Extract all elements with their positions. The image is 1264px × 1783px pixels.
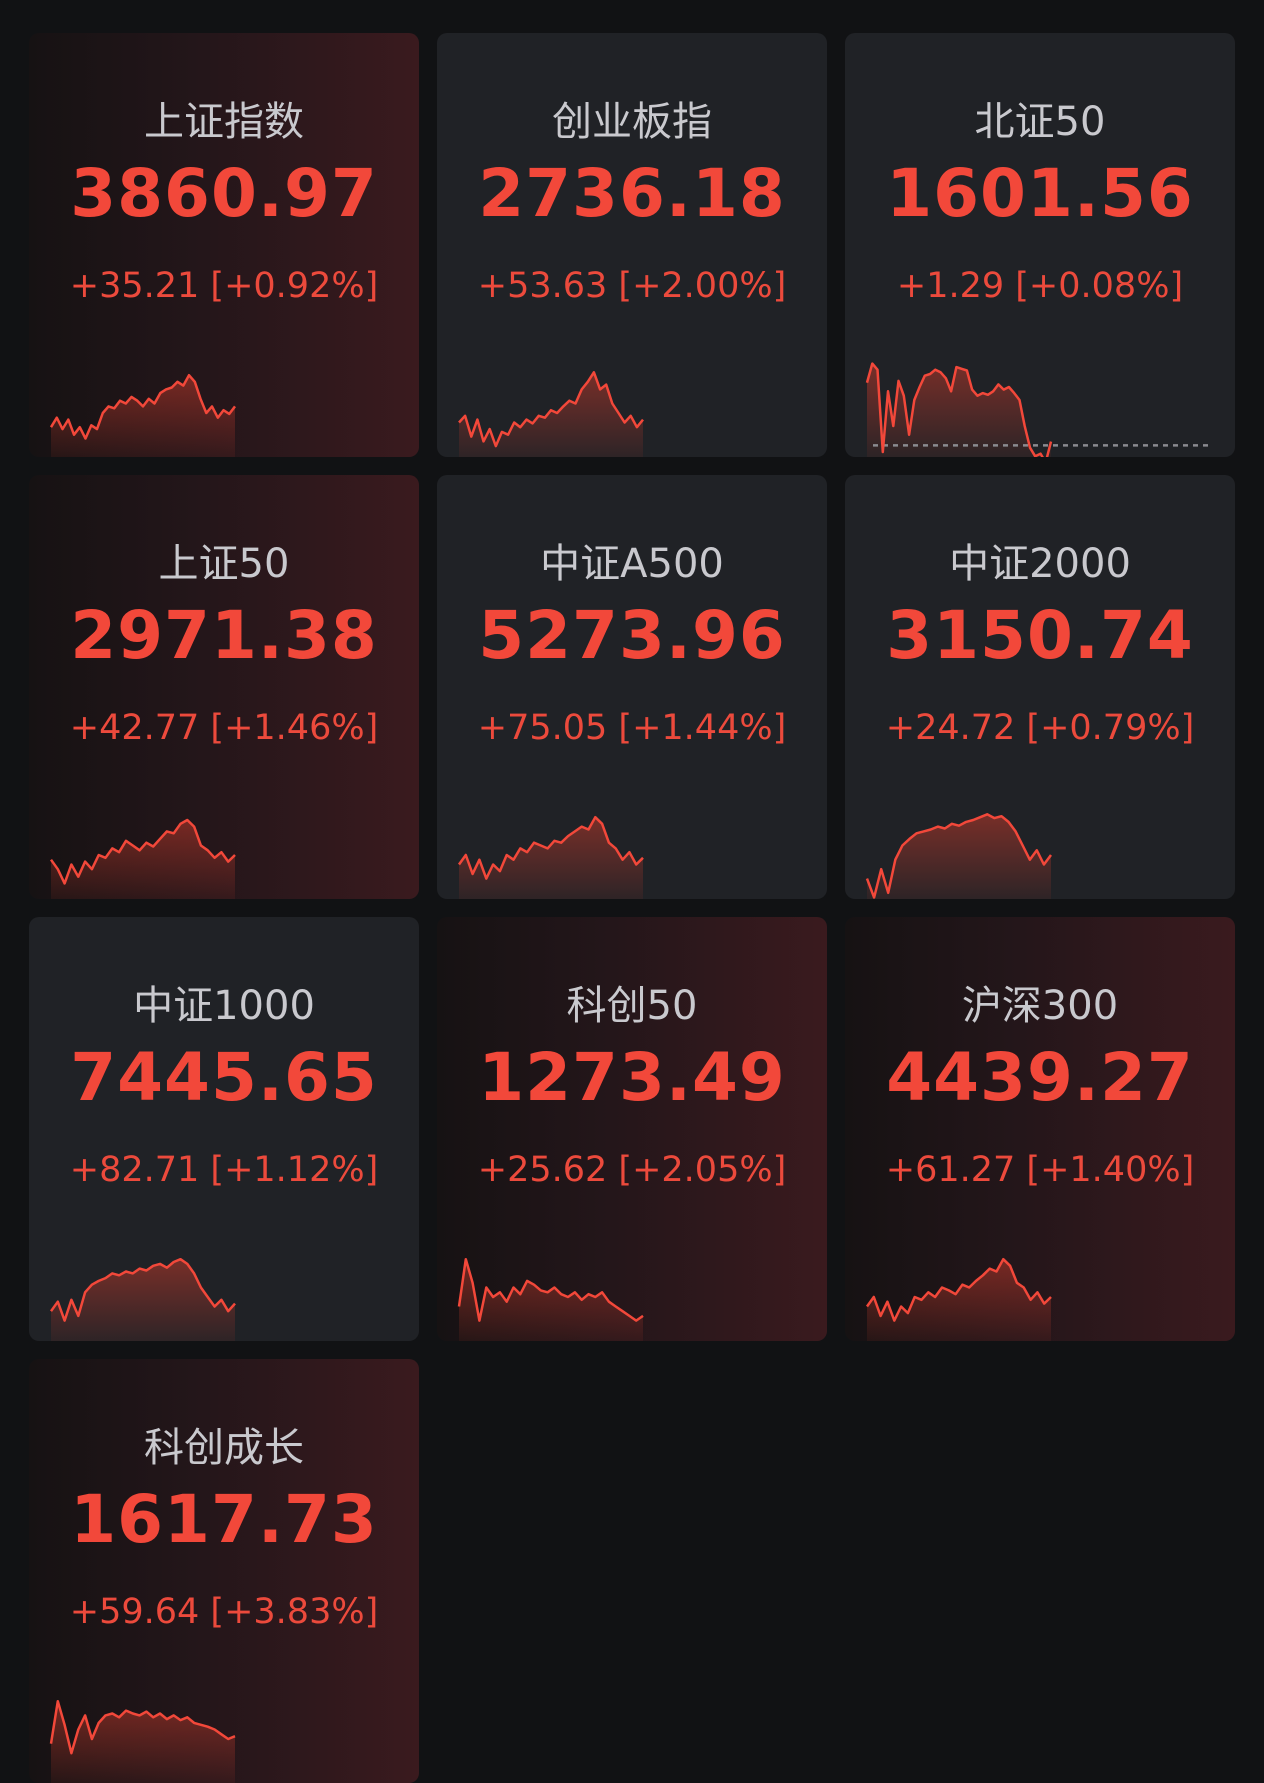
index-name: 上证指数 (144, 99, 304, 145)
index-value: 3860.97 (70, 155, 378, 232)
change-amount: +59.64 (69, 1592, 200, 1632)
change-amount: +75.05 (477, 708, 608, 748)
change-amount: +82.71 (69, 1150, 200, 1190)
index-value: 7445.65 (70, 1039, 378, 1116)
index-value: 2736.18 (478, 155, 786, 232)
sparkline-chart (865, 362, 1209, 457)
index-card[interactable]: 中证2000 3150.74 +24.72 [+0.79%] (845, 475, 1235, 899)
change-amount: +24.72 (885, 708, 1016, 748)
sparkline-line (457, 1257, 644, 1322)
change-percent: [+2.05%] (618, 1150, 787, 1190)
change-percent: [+1.46%] (210, 708, 379, 748)
sparkline-area (51, 1701, 235, 1783)
sparkline-area (459, 817, 643, 899)
index-name: 科创成长 (144, 1425, 304, 1471)
index-change: +61.27 [+1.40%] (845, 1149, 1235, 1191)
index-name: 沪深300 (961, 983, 1119, 1029)
sparkline-area (51, 820, 235, 899)
sparkline-area (867, 814, 1051, 899)
index-card[interactable]: 中证1000 7445.65 +82.71 [+1.12%] (29, 917, 419, 1341)
sparkline-chart (457, 815, 644, 899)
change-percent: [+1.12%] (210, 1150, 379, 1190)
sparkline-chart (49, 1699, 236, 1783)
change-amount: +53.63 (477, 266, 608, 306)
sparkline-chart (865, 813, 1053, 899)
index-change: +59.64 [+3.83%] (29, 1591, 419, 1633)
index-card[interactable]: 创业板指 2736.18 +53.63 [+2.00%] (437, 33, 827, 457)
sparkline-line (49, 1257, 236, 1322)
index-card[interactable]: 科创成长 1617.73 +59.64 [+3.83%] (29, 1359, 419, 1783)
index-value: 1617.73 (70, 1481, 378, 1558)
index-value: 3150.74 (886, 597, 1194, 674)
index-change: +53.63 [+2.00%] (437, 265, 827, 307)
change-amount: +35.21 (69, 266, 200, 306)
sparkline-line (865, 362, 1053, 457)
index-card[interactable]: 中证A500 5273.96 +75.05 [+1.44%] (437, 475, 827, 899)
index-name: 中证1000 (133, 983, 315, 1029)
sparkline-chart (49, 373, 236, 457)
index-card[interactable]: 北证50 1601.56 +1.29 [+0.08%] (845, 33, 1235, 457)
change-amount: +61.27 (885, 1150, 1016, 1190)
index-change: +35.21 [+0.92%] (29, 265, 419, 307)
sparkline-area (867, 363, 1051, 457)
sparkline-line (457, 815, 644, 880)
index-change: +1.29 [+0.08%] (845, 265, 1235, 307)
index-card[interactable]: 科创50 1273.49 +25.62 [+2.05%] (437, 917, 827, 1341)
index-grid: 上证指数 3860.97 +35.21 [+0.92%] 创业板指 2736.18 +53… (29, 33, 1235, 1783)
sparkline-chart (457, 1257, 644, 1341)
index-name: 创业板指 (552, 99, 712, 145)
index-value: 1273.49 (478, 1039, 786, 1116)
sparkline-area (51, 375, 235, 457)
change-percent: [+1.40%] (1026, 1150, 1195, 1190)
index-change: +24.72 [+0.79%] (845, 707, 1235, 749)
index-name: 中证A500 (540, 541, 724, 587)
index-name: 科创50 (566, 983, 698, 1029)
index-value: 5273.96 (478, 597, 786, 674)
index-card[interactable]: 上证50 2971.38 +42.77 [+1.46%] (29, 475, 419, 899)
index-name: 上证50 (158, 541, 290, 587)
index-name: 中证2000 (949, 541, 1131, 587)
index-card[interactable]: 上证指数 3860.97 +35.21 [+0.92%] (29, 33, 419, 457)
index-card[interactable]: 沪深300 4439.27 +61.27 [+1.40%] (845, 917, 1235, 1341)
sparkline-area (459, 1259, 643, 1341)
index-value: 4439.27 (886, 1039, 1194, 1116)
sparkline-area (459, 372, 643, 457)
index-value: 2971.38 (70, 597, 378, 674)
index-name: 北证50 (974, 99, 1106, 145)
change-percent: [+3.83%] (210, 1592, 379, 1632)
index-change: +25.62 [+2.05%] (437, 1149, 827, 1191)
sparkline-line (49, 1699, 236, 1755)
sparkline-chart (49, 818, 236, 899)
sparkline-line (865, 1257, 1052, 1322)
sparkline-chart (49, 1257, 236, 1341)
sparkline-line (49, 373, 236, 440)
sparkline-chart (865, 1257, 1052, 1341)
change-percent: [+0.92%] (210, 266, 379, 306)
sparkline-line (458, 371, 644, 448)
change-amount: +1.29 (896, 266, 1005, 306)
index-value: 1601.56 (886, 155, 1194, 232)
index-change: +75.05 [+1.44%] (437, 707, 827, 749)
sparkline-line (49, 818, 236, 885)
change-percent: [+2.00%] (618, 266, 787, 306)
sparkline-chart (458, 371, 644, 457)
change-amount: +25.62 (477, 1150, 608, 1190)
index-change: +42.77 [+1.46%] (29, 707, 419, 749)
sparkline-area (867, 1259, 1051, 1341)
change-percent: [+0.79%] (1026, 708, 1195, 748)
sparkline-line (865, 813, 1053, 899)
change-percent: [+0.08%] (1015, 266, 1184, 306)
index-change: +82.71 [+1.12%] (29, 1149, 419, 1191)
change-percent: [+1.44%] (618, 708, 787, 748)
sparkline-area (51, 1259, 235, 1341)
change-amount: +42.77 (69, 708, 200, 748)
